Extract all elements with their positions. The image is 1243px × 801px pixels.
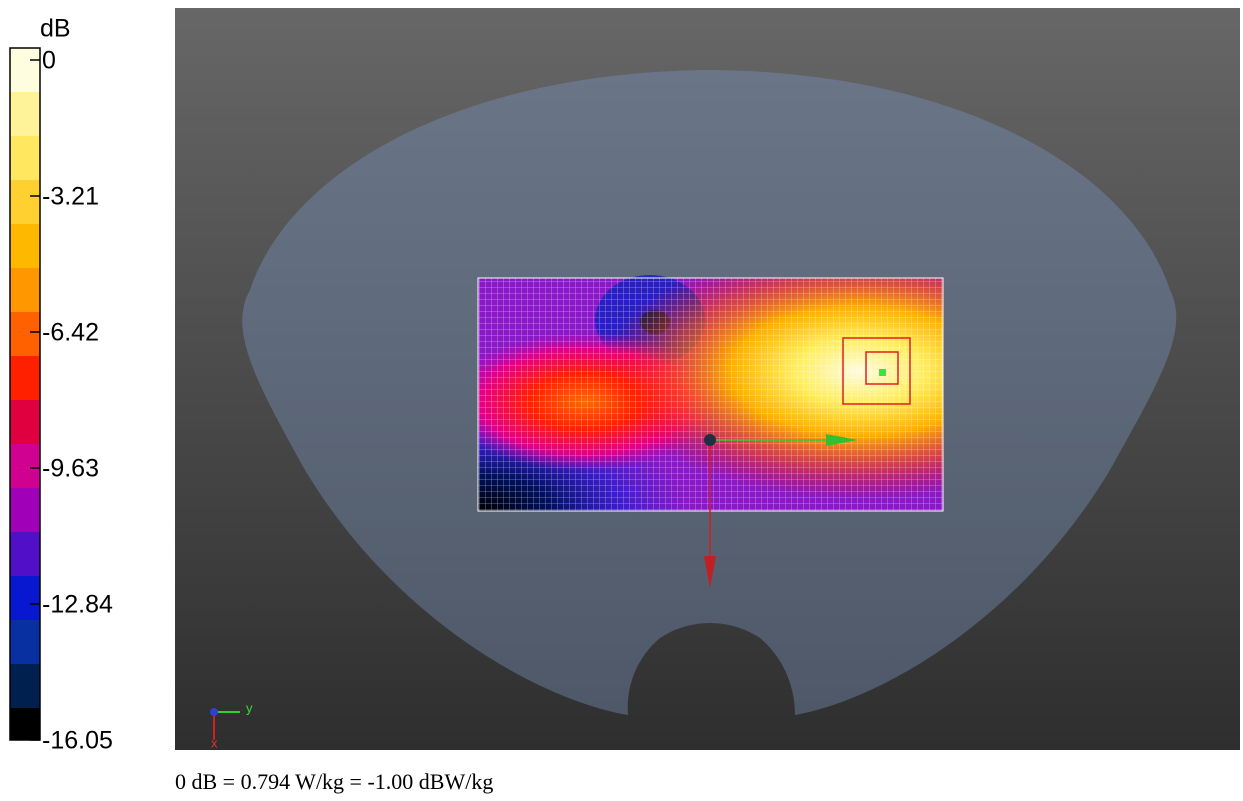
tick-label: 0: [42, 47, 56, 75]
colorbar-unit: dB: [40, 15, 71, 43]
band: [10, 312, 40, 356]
band: [10, 268, 40, 312]
orientation-arrows: [704, 434, 858, 588]
tick-label: -12.84: [42, 591, 113, 619]
caption: 0 dB = 0.794 W/kg = -1.00 dBW/kg: [175, 769, 493, 794]
band: [10, 92, 40, 136]
band: [10, 532, 40, 576]
tick-label: -3.21: [42, 183, 99, 211]
tick-label: -6.42: [42, 319, 99, 347]
band: [10, 48, 40, 92]
band: [10, 488, 40, 532]
band: [10, 356, 40, 400]
band: [10, 576, 40, 620]
band: [10, 708, 40, 740]
band: [10, 224, 40, 268]
colorbar-ticks: 0 -3.21 -6.42 -9.63 -12.84 -16.05: [30, 47, 113, 755]
tick-label: -9.63: [42, 455, 99, 483]
colorbar-frame: [9, 47, 41, 741]
colorbar: dB: [9, 15, 71, 741]
axes-icon: y x: [210, 700, 253, 750]
band: [10, 620, 40, 664]
band: [10, 180, 40, 224]
axis-label: x: [211, 735, 218, 750]
band: [10, 444, 40, 488]
tick-label: -16.05: [42, 727, 113, 755]
band: [10, 136, 40, 180]
band: [10, 400, 40, 444]
band: [10, 664, 40, 708]
axis-label: y: [246, 700, 253, 715]
